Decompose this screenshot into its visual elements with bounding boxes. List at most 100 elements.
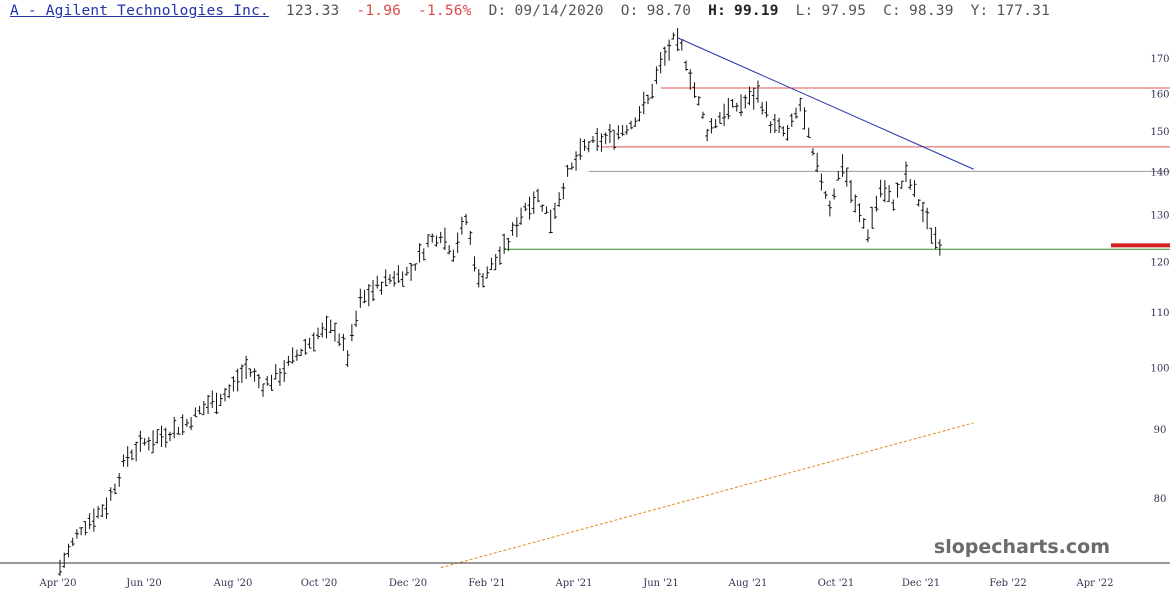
price-change-pct: -1.56% (418, 3, 472, 19)
y-tick-label: 130 (1150, 211, 1169, 222)
ohlc-bar (823, 191, 828, 199)
ohlc-bar (112, 483, 117, 495)
y-tick-label: 140 (1150, 167, 1169, 178)
chart-header: A - Agilent Technologies Inc. 123.33 -1.… (10, 3, 1058, 23)
ohlc-bar (730, 99, 735, 108)
ohlc-bar (261, 383, 266, 397)
ohlc-bar (802, 107, 807, 130)
ohlc-bar (887, 185, 892, 202)
ohlc-bar (794, 107, 799, 119)
ohlc-bar (354, 310, 359, 327)
ohlc-bar (235, 368, 240, 392)
ohlc-bar (671, 32, 676, 40)
ohlc-bar (383, 269, 388, 287)
x-tick-label: Oct '20 (301, 578, 337, 589)
ohlc-bar (832, 188, 837, 200)
ohlc-bar (159, 425, 164, 447)
ohlc-bar (451, 249, 456, 262)
ohlc-bar (155, 429, 160, 444)
ohlc-bar (104, 497, 109, 519)
ohlc-bar (717, 112, 722, 124)
x-tick-label: Dec '21 (902, 578, 940, 589)
ohlc-bar (214, 392, 219, 415)
ohlc-bar (561, 183, 566, 200)
ohlc-bar (70, 537, 75, 546)
ohlc-bar (925, 207, 930, 230)
ohlc-bar (307, 337, 312, 349)
ohlc-bar (464, 213, 469, 226)
last-price-marker (1111, 243, 1170, 248)
ohlc-bar (641, 91, 646, 115)
ohlc-bar (341, 333, 346, 351)
x-tick-label: Apr '22 (1075, 578, 1113, 589)
ohlc-bar (163, 427, 168, 448)
ohlc-bar (908, 179, 913, 190)
ohlc-bar (599, 133, 604, 152)
ohlc-bar (400, 271, 405, 287)
x-tick-label: Jun '21 (642, 578, 679, 589)
ohlc-bar (544, 206, 549, 214)
ohlc-bar (874, 195, 879, 212)
ohlc-bar (430, 233, 435, 243)
ohlc-bar (904, 161, 908, 182)
ohlc-bar (286, 355, 291, 366)
ohlc-bar (916, 199, 921, 207)
x-tick-label: Jun '20 (125, 578, 162, 589)
ohlc-bar (222, 388, 227, 402)
ohlc-bar (201, 400, 206, 416)
downtrend-line (677, 37, 974, 170)
y-tick-label: 120 (1150, 257, 1169, 268)
ohlc-bar (184, 418, 189, 427)
ohlc-bar (324, 315, 329, 339)
ohlc-bar (227, 384, 232, 399)
watermark: slopecharts.com (934, 536, 1110, 558)
ohlc-bar (502, 233, 507, 254)
ohlc-bar (303, 338, 308, 355)
ohlc-bar (387, 274, 392, 284)
ohlc-bar (819, 173, 824, 191)
ohlc-bar (447, 245, 452, 255)
ohlc-bar (713, 119, 718, 129)
ohlc-bar (176, 426, 181, 435)
low-label: L: (795, 3, 814, 19)
ohlc-bar (882, 179, 887, 203)
ohlc-bar (79, 527, 84, 536)
ohlc-bar (481, 273, 485, 288)
symbol-link[interactable]: A - Agilent Technologies Inc. (10, 3, 269, 19)
ohlc-bar (180, 414, 185, 435)
ohlc-bar (96, 506, 101, 519)
x-tick-label: Aug '21 (728, 578, 768, 589)
levels-layer (504, 87, 1170, 250)
ohlc-bar (409, 262, 414, 281)
ohlc-bar (146, 437, 151, 451)
ohlc-bar (535, 188, 540, 203)
ohlc-bar (798, 97, 803, 112)
ohlc-bar (849, 179, 854, 203)
ohlc-bar (290, 347, 295, 364)
ohlc-bar (658, 52, 663, 74)
close-value: 98.39 (908, 3, 954, 19)
ohlc-bar (705, 129, 710, 142)
ohlc-bar (320, 322, 325, 338)
price-change: -1.96 (356, 3, 402, 19)
ohlc-bar (244, 355, 249, 379)
ohlc-bar (595, 127, 600, 152)
y-tick-label: 160 (1150, 89, 1169, 100)
y-label: Y: (970, 3, 989, 19)
close-label: C: (883, 3, 901, 19)
ohlc-bar (91, 508, 96, 532)
y-value: 177.31 (996, 3, 1051, 19)
y-axis: 80 90 100 110 120 130 140 150 160 170 (1150, 54, 1169, 505)
ohlc-bar (781, 126, 786, 137)
open-value: 98.70 (646, 3, 692, 19)
low-value: 97.95 (821, 3, 867, 19)
ohlc-bar (523, 202, 528, 212)
ohlc-bar (645, 94, 650, 105)
ohlc-bar (282, 360, 287, 382)
ohlc-bar (294, 349, 299, 361)
ohlc-bar (125, 446, 130, 467)
ohlc-bar (265, 376, 270, 386)
ohlc-bar (252, 368, 257, 382)
ohlc-bar (629, 120, 634, 130)
